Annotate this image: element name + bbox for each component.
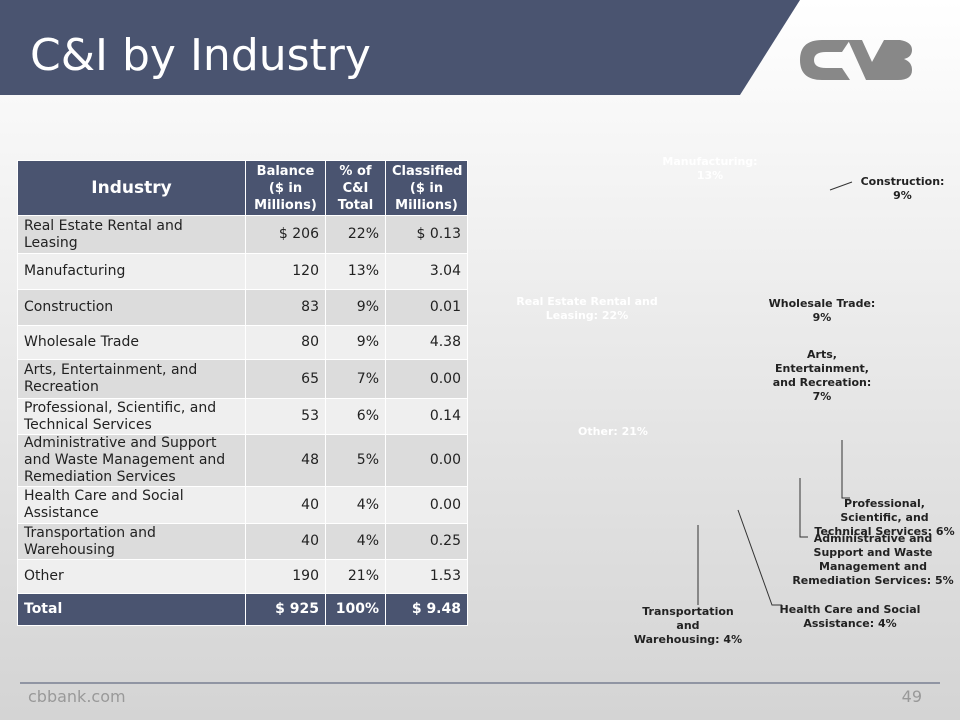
table-row: Professional, Scientific, and Technical … [17, 398, 468, 435]
total-cell: $ 925 [245, 593, 326, 626]
table-row: Transportation and Warehousing 40 4% 0.25 [17, 523, 468, 560]
numeric-cell: 0.00 [385, 434, 468, 487]
numeric-cell: 7% [325, 359, 386, 399]
table-row: Wholesale Trade 80 9% 4.38 [17, 325, 468, 360]
total-cell: 100% [325, 593, 386, 626]
total-cell: $ 9.48 [385, 593, 468, 626]
page-number: 49 [902, 687, 922, 706]
numeric-cell: 120 [245, 253, 326, 290]
numeric-cell: 48 [245, 434, 326, 487]
slice-label: Construction: 9% [860, 175, 945, 202]
slice-label: Manufacturing: 13% [662, 155, 758, 182]
table-row: Health Care and Social Assistance 40 4% 0.0… [17, 486, 468, 524]
numeric-cell: 65 [245, 359, 326, 399]
slide-title: C&I by Industry [30, 30, 371, 81]
numeric-cell: 0.00 [385, 486, 468, 524]
footer-site: cbbank.com [28, 687, 126, 706]
numeric-cell: 0.14 [385, 398, 468, 435]
industry-cell: Construction [17, 289, 246, 326]
numeric-cell: 40 [245, 523, 326, 560]
numeric-cell: 40 [245, 486, 326, 524]
industry-cell: Arts, Entertainment, and Recreation [17, 359, 246, 399]
column-header: Balance ($ in Millions) [245, 160, 326, 216]
numeric-cell: 3.04 [385, 253, 468, 290]
numeric-cell: $ 0.13 [385, 215, 468, 254]
industry-cell: Health Care and Social Assistance [17, 486, 246, 524]
industry-cell: Transportation and Warehousing [17, 523, 246, 560]
numeric-cell: 4.38 [385, 325, 468, 360]
numeric-cell: 190 [245, 559, 326, 594]
industry-cell: Professional, Scientific, and Technical … [17, 398, 246, 435]
numeric-cell: 6% [325, 398, 386, 435]
numeric-cell: 13% [325, 253, 386, 290]
slice-label: Real Estate Rental and Leasing: 22% [516, 295, 658, 322]
numeric-cell: 1.53 [385, 559, 468, 594]
slice-label: Administrative and Support and Waste Man… [792, 532, 954, 587]
industry-table: Industry Balance ($ in Millions)% of C&I … [17, 160, 468, 626]
slice-label: Professional, Scientific, and Technical … [814, 497, 955, 538]
table-row: Administrative and Support and Waste Man… [17, 434, 468, 487]
table-row: Manufacturing 120 13% 3.04 [17, 253, 468, 290]
industry-cell: Manufacturing [17, 253, 246, 290]
column-header: Industry [17, 160, 246, 216]
table-row: Construction 83 9% 0.01 [17, 289, 468, 326]
numeric-cell: $ 206 [245, 215, 326, 254]
numeric-cell: 9% [325, 325, 386, 360]
table-row: Arts, Entertainment, and Recreation 65 7% 0… [17, 359, 468, 399]
numeric-cell: 0.01 [385, 289, 468, 326]
numeric-cell: 0.00 [385, 359, 468, 399]
column-header: Classified ($ in Millions) [385, 160, 468, 216]
numeric-cell: 83 [245, 289, 326, 326]
numeric-cell: 22% [325, 215, 386, 254]
header-band [0, 0, 800, 95]
logo [800, 40, 912, 80]
total-cell: Total [17, 593, 246, 626]
numeric-cell: 5% [325, 434, 386, 487]
slice-label: Wholesale Trade: 9% [768, 297, 876, 324]
slice-label: Arts, Entertainment, and Recreation: 7% [772, 348, 872, 403]
industry-cell: Other [17, 559, 246, 594]
numeric-cell: 4% [325, 523, 386, 560]
slice-label: Health Care and Social Assistance: 4% [779, 603, 921, 630]
numeric-cell: 80 [245, 325, 326, 360]
column-header: % of C&I Total [325, 160, 386, 216]
industry-cell: Wholesale Trade [17, 325, 246, 360]
table-row: Real Estate Rental and Leasing $ 206 22% $ … [17, 215, 468, 254]
slice-label: Other: 21% [578, 425, 648, 438]
numeric-cell: 0.25 [385, 523, 468, 560]
slice-label: Transportation and Warehousing: 4% [633, 605, 743, 646]
total-row: Total $ 925 100% $ 9.48 [17, 593, 468, 626]
leader-lines [697, 181, 853, 606]
numeric-cell: 53 [245, 398, 326, 435]
table-row: Other 190 21% 1.53 [17, 559, 468, 594]
numeric-cell: 4% [325, 486, 386, 524]
industry-cell: Real Estate Rental and Leasing [17, 215, 246, 254]
numeric-cell: 21% [325, 559, 386, 594]
industry-cell: Administrative and Support and Waste Man… [17, 434, 246, 487]
numeric-cell: 9% [325, 289, 386, 326]
